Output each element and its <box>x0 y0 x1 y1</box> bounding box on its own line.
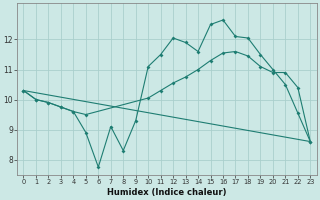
X-axis label: Humidex (Indice chaleur): Humidex (Indice chaleur) <box>107 188 227 197</box>
